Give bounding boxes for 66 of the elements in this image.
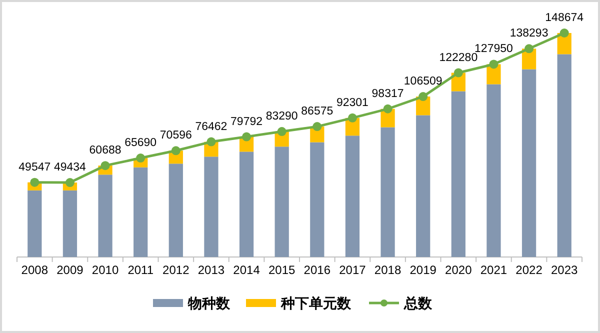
data-label: 70596 [160, 130, 192, 142]
data-label: 138293 [510, 28, 548, 40]
bar [486, 84, 501, 257]
x-tick-label: 2013 [198, 263, 225, 277]
point [65, 178, 74, 188]
bar [239, 152, 254, 257]
data-label: 65690 [124, 137, 157, 150]
x-tick-label: 2019 [410, 263, 437, 277]
x-tick-label: 2022 [516, 263, 543, 277]
x-tick-label: 2016 [304, 263, 331, 277]
x-tick-label: 2012 [162, 263, 190, 277]
bar [310, 142, 324, 257]
x-tick-label: 2014 [233, 263, 260, 277]
point [348, 113, 357, 122]
data-label: 148674 [545, 12, 584, 24]
x-tick-label: 2010 [92, 263, 119, 277]
bar [134, 167, 148, 257]
legend-label: 物种数 [187, 295, 231, 311]
x-tick-label: 2011 [128, 263, 154, 277]
data-label: 122280 [439, 52, 478, 64]
point [312, 122, 322, 132]
x-tick-label: 2021 [480, 263, 508, 277]
point [560, 28, 569, 38]
bar [28, 190, 42, 257]
point [136, 154, 146, 163]
data-label: 49434 [54, 162, 87, 174]
point [418, 92, 428, 102]
data-label: 92301 [336, 96, 368, 109]
bar [522, 69, 536, 257]
data-label: 79792 [230, 116, 263, 128]
legend-label: 总数 [403, 295, 433, 311]
bar [204, 156, 218, 257]
data-label: 98317 [372, 88, 404, 100]
x-tick-label: 2017 [339, 263, 366, 277]
bar [62, 190, 78, 257]
bar [98, 174, 112, 257]
point [206, 137, 216, 146]
point [171, 146, 180, 156]
point [383, 104, 392, 114]
point [277, 127, 286, 136]
data-label: 76462 [195, 120, 228, 133]
legend-label: 种下单元数 [280, 295, 352, 311]
bar [168, 164, 183, 257]
x-tick-label: 2009 [56, 263, 84, 277]
data-label: 86575 [301, 106, 334, 118]
point [489, 60, 498, 69]
data-label: 83290 [266, 110, 298, 123]
data-label: 106509 [404, 76, 442, 88]
bar [557, 54, 572, 257]
x-tick-label: 2008 [21, 263, 48, 277]
x-tick-label: 2020 [445, 263, 472, 277]
point [242, 132, 252, 142]
point [524, 44, 534, 54]
bar [274, 146, 289, 257]
bar [380, 127, 395, 257]
data-label: 49547 [18, 161, 51, 174]
point [454, 68, 463, 78]
point [30, 178, 40, 187]
point [100, 161, 110, 170]
x-tick-label: 2023 [550, 263, 578, 277]
bar [416, 115, 430, 257]
bar [451, 91, 466, 257]
x-tick-label: 2015 [268, 263, 296, 277]
bar [345, 136, 360, 257]
data-label: 60688 [89, 144, 122, 157]
x-tick-label: 2018 [374, 263, 402, 277]
